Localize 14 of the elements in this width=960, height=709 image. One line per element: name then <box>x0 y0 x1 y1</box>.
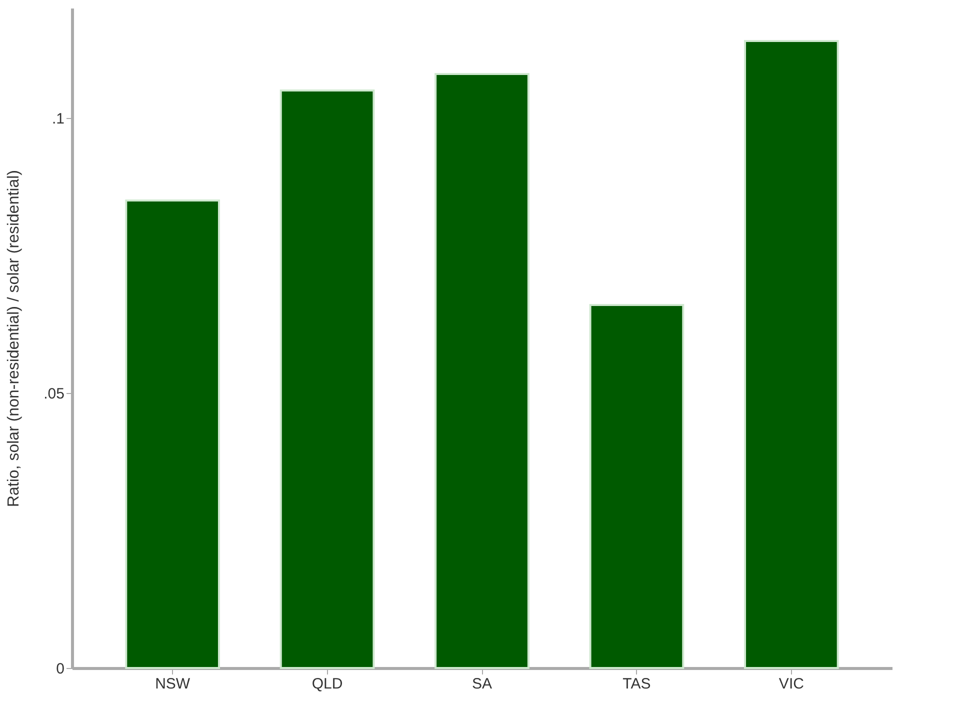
bar <box>125 200 220 669</box>
y-axis-title: Ratio, solar (non-residential) / solar (residential) <box>6 170 23 508</box>
y-tick-label: 0 <box>56 660 64 678</box>
bar <box>744 40 839 669</box>
bar <box>434 73 530 669</box>
x-tick-label: QLD <box>312 676 343 692</box>
bar <box>589 304 684 669</box>
bar <box>280 90 375 669</box>
y-tick-label: .05 <box>44 386 64 402</box>
x-tick-label: VIC <box>778 676 804 692</box>
x-tick-label: TAS <box>622 676 651 692</box>
x-tick-label: NSW <box>155 676 191 692</box>
x-tick-label: SA <box>472 676 492 692</box>
y-tick-label: .1 <box>52 110 64 128</box>
